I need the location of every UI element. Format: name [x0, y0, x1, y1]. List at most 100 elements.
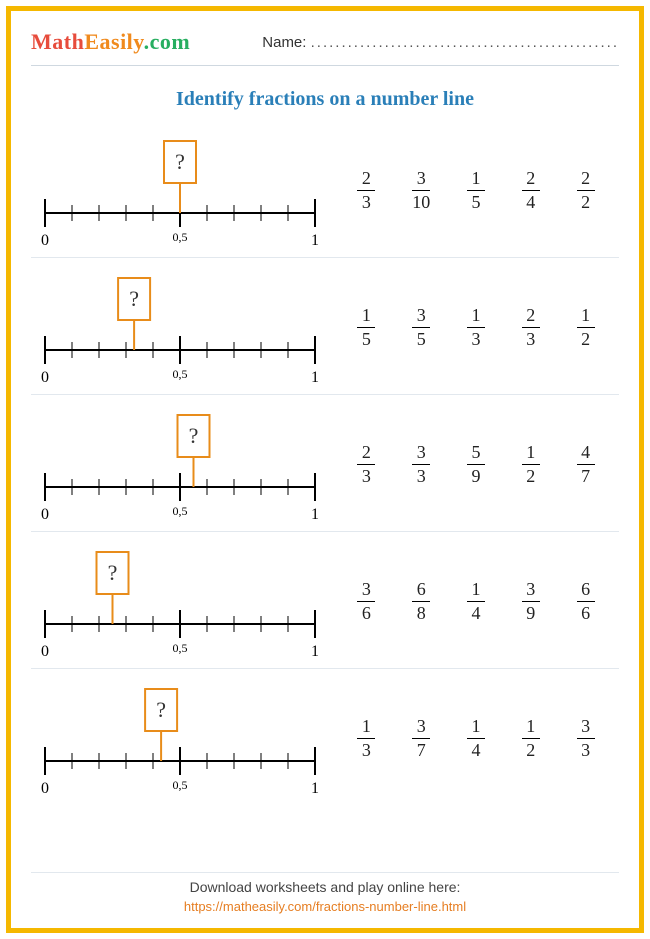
fraction-denominator: 2 — [522, 464, 540, 487]
fraction-numerator: 2 — [577, 168, 595, 190]
fraction-option[interactable]: 13 — [357, 716, 375, 760]
fraction-option[interactable]: 15 — [357, 305, 375, 349]
svg-text:1: 1 — [311, 232, 319, 249]
logo-part-3: .com — [144, 29, 191, 54]
fraction-numerator: 3 — [412, 442, 430, 464]
fraction-option[interactable]: 68 — [412, 579, 430, 623]
svg-text:0: 0 — [41, 232, 49, 249]
fraction-option[interactable]: 23 — [357, 442, 375, 486]
name-label: Name: — [262, 34, 306, 51]
fraction-denominator: 4 — [522, 190, 540, 213]
fraction-denominator: 2 — [522, 738, 540, 761]
fraction-numerator: 3 — [412, 716, 430, 738]
svg-text:1: 1 — [311, 506, 319, 523]
worksheet-title: Identify fractions on a number line — [31, 88, 619, 111]
fraction-numerator: 3 — [577, 716, 595, 738]
fraction-option[interactable]: 59 — [467, 442, 485, 486]
answer-options: 3668143966 — [321, 538, 619, 664]
fraction-numerator: 2 — [522, 305, 540, 327]
fraction-denominator: 3 — [577, 738, 595, 761]
fraction-numerator: 1 — [522, 442, 540, 464]
fraction-denominator: 5 — [467, 190, 485, 213]
name-field[interactable]: Name: ..................................… — [262, 34, 619, 51]
fraction-numerator: 3 — [412, 305, 430, 327]
number-line: 0 0,5 1 ? — [31, 264, 321, 390]
fraction-denominator: 10 — [412, 190, 430, 213]
fraction-denominator: 4 — [467, 601, 485, 624]
number-line-svg: 0 0,5 1 ? — [35, 683, 325, 801]
fraction-numerator: 2 — [357, 168, 375, 190]
fraction-numerator: 3 — [357, 579, 375, 601]
fraction-option[interactable]: 13 — [467, 305, 485, 349]
fraction-option[interactable]: 37 — [412, 716, 430, 760]
answer-options: 23310152422 — [321, 127, 619, 253]
fraction-option[interactable]: 14 — [467, 579, 485, 623]
fraction-denominator: 9 — [522, 601, 540, 624]
logo-part-1: Math — [31, 29, 84, 54]
fraction-option[interactable]: 39 — [522, 579, 540, 623]
fraction-numerator: 2 — [522, 168, 540, 190]
fraction-option[interactable]: 35 — [412, 305, 430, 349]
problem-row: 0 0,5 1 ? 2333591247 — [31, 395, 619, 532]
fraction-option[interactable]: 33 — [577, 716, 595, 760]
fraction-denominator: 7 — [577, 464, 595, 487]
fraction-option[interactable]: 47 — [577, 442, 595, 486]
fraction-option[interactable]: 12 — [577, 305, 595, 349]
fraction-denominator: 2 — [577, 190, 595, 213]
svg-text:0,5: 0,5 — [173, 504, 188, 518]
footer-link[interactable]: https://matheasily.com/fractions-number-… — [31, 899, 619, 914]
number-line: 0 0,5 1 ? — [31, 127, 321, 253]
fraction-numerator: 6 — [577, 579, 595, 601]
svg-text:0: 0 — [41, 506, 49, 523]
number-line-svg: 0 0,5 1 ? — [35, 409, 325, 527]
number-line: 0 0,5 1 ? — [31, 538, 321, 664]
fraction-option[interactable]: 23 — [522, 305, 540, 349]
fraction-denominator: 7 — [412, 738, 430, 761]
fraction-option[interactable]: 23 — [357, 168, 375, 212]
svg-text:0,5: 0,5 — [173, 230, 188, 244]
number-line-svg: 0 0,5 1 ? — [35, 272, 325, 390]
fraction-denominator: 3 — [357, 738, 375, 761]
footer: Download worksheets and play online here… — [31, 872, 619, 914]
svg-text:1: 1 — [311, 643, 319, 660]
fraction-denominator: 8 — [412, 601, 430, 624]
fraction-option[interactable]: 14 — [467, 716, 485, 760]
name-input-line[interactable]: ........................................… — [311, 34, 619, 51]
svg-text:0,5: 0,5 — [173, 367, 188, 381]
fraction-option[interactable]: 15 — [467, 168, 485, 212]
fraction-numerator: 1 — [577, 305, 595, 327]
fraction-option[interactable]: 310 — [412, 168, 430, 212]
fraction-numerator: 1 — [467, 305, 485, 327]
svg-text:?: ? — [129, 286, 139, 311]
number-line: 0 0,5 1 ? — [31, 675, 321, 801]
fraction-denominator: 3 — [467, 327, 485, 350]
problem-row: 0 0,5 1 ? 23310152422 — [31, 121, 619, 258]
problem-row: 0 0,5 1 ? 3668143966 — [31, 532, 619, 669]
fraction-numerator: 2 — [357, 442, 375, 464]
fraction-denominator: 6 — [577, 601, 595, 624]
svg-text:0,5: 0,5 — [173, 641, 188, 655]
fraction-numerator: 3 — [522, 579, 540, 601]
svg-text:0,5: 0,5 — [173, 778, 188, 792]
fraction-option[interactable]: 24 — [522, 168, 540, 212]
fraction-option[interactable]: 33 — [412, 442, 430, 486]
fraction-denominator: 3 — [357, 190, 375, 213]
fraction-option[interactable]: 12 — [522, 716, 540, 760]
problem-row: 0 0,5 1 ? 1337141233 — [31, 669, 619, 805]
fraction-denominator: 9 — [467, 464, 485, 487]
fraction-option[interactable]: 36 — [357, 579, 375, 623]
answer-options: 1337141233 — [321, 675, 619, 801]
svg-text:0: 0 — [41, 643, 49, 660]
fraction-numerator: 6 — [412, 579, 430, 601]
fraction-denominator: 3 — [357, 464, 375, 487]
fraction-option[interactable]: 12 — [522, 442, 540, 486]
header: MathEasily.com Name: ...................… — [31, 29, 619, 66]
number-line: 0 0,5 1 ? — [31, 401, 321, 527]
svg-text:?: ? — [189, 423, 199, 448]
footer-text: Download worksheets and play online here… — [31, 879, 619, 895]
fraction-denominator: 6 — [357, 601, 375, 624]
fraction-option[interactable]: 66 — [577, 579, 595, 623]
fraction-option[interactable]: 22 — [577, 168, 595, 212]
svg-text:0: 0 — [41, 369, 49, 386]
svg-text:?: ? — [108, 560, 118, 585]
